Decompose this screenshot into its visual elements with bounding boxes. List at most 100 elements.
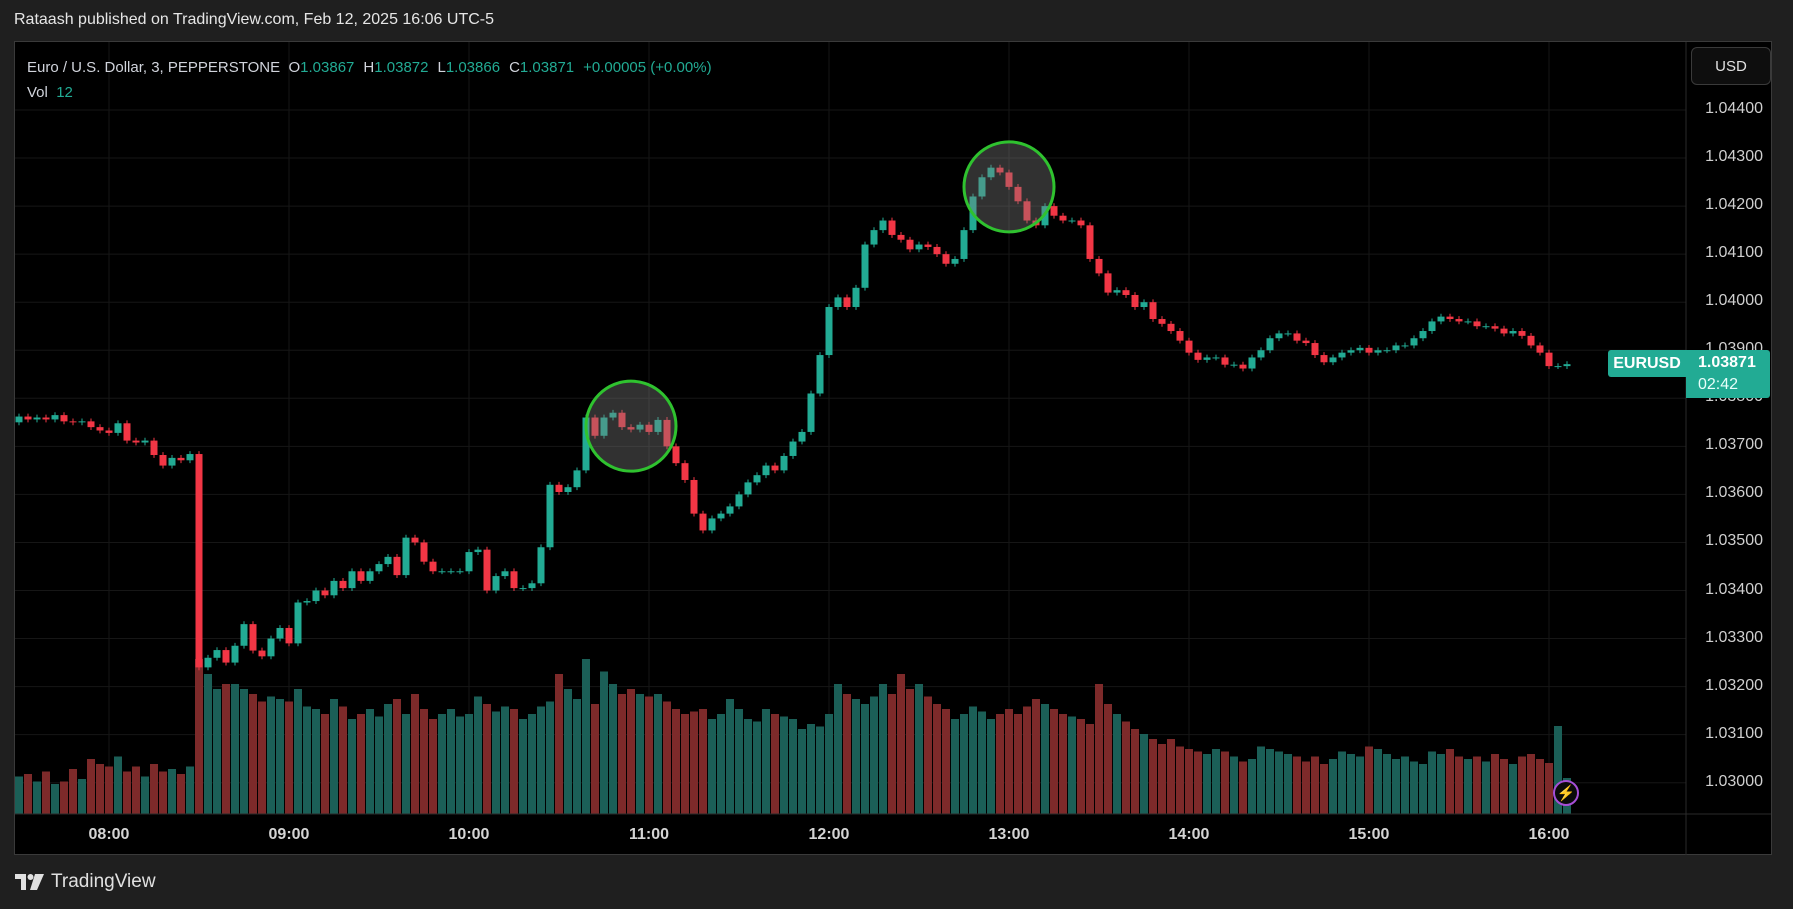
candle <box>438 571 446 573</box>
volume-bar <box>204 674 212 814</box>
volume-bar <box>438 714 446 814</box>
annotation-circle <box>962 140 1056 234</box>
volume-bar <box>177 774 185 814</box>
candle <box>1113 290 1121 293</box>
candle <box>1554 366 1562 368</box>
volume-bar <box>600 671 608 814</box>
volume-bar <box>1293 756 1301 814</box>
price-tick-label: 1.03700 <box>1705 436 1763 454</box>
candle <box>870 230 878 245</box>
candle <box>303 601 311 603</box>
volume-bar <box>348 719 356 814</box>
volume-bar <box>1005 709 1013 814</box>
candle <box>276 627 284 639</box>
candle <box>87 421 95 428</box>
candle <box>726 506 734 514</box>
volume-bar <box>816 726 824 814</box>
volume-bar <box>1518 756 1526 814</box>
candle <box>906 239 914 250</box>
candle <box>249 624 257 651</box>
lightning-icon[interactable]: ⚡ <box>1553 780 1579 806</box>
candle <box>1059 215 1067 221</box>
low-label: L <box>437 59 446 76</box>
volume-bar <box>1095 684 1103 814</box>
volume-bar <box>708 719 716 814</box>
volume-bar <box>1446 749 1454 814</box>
volume-bar <box>1338 751 1346 814</box>
candle <box>393 556 401 576</box>
currency-button[interactable]: USD <box>1691 47 1771 85</box>
candle <box>591 417 599 436</box>
volume-bar <box>1149 739 1157 814</box>
volume-bar <box>1464 759 1472 814</box>
candle <box>708 518 716 531</box>
candle <box>1014 186 1022 202</box>
volume-bar <box>798 729 806 814</box>
volume-bar <box>159 771 167 814</box>
volume-bar <box>1392 759 1400 814</box>
volume-bar <box>609 684 617 814</box>
candle <box>1302 340 1310 344</box>
volume-bar <box>456 716 464 814</box>
annotations[interactable] <box>584 140 1056 473</box>
candle <box>375 564 383 572</box>
candle <box>402 537 410 576</box>
candle <box>1536 345 1544 353</box>
price-tick-label: 1.04000 <box>1705 292 1763 310</box>
candle <box>474 549 482 553</box>
volume-bar <box>555 674 563 814</box>
candle <box>672 446 680 464</box>
symbol-title[interactable]: Euro / U.S. Dollar, 3, PEPPERSTONE <box>27 59 281 76</box>
volume-bar <box>249 694 257 814</box>
volume-bar <box>654 694 662 814</box>
volume-bar <box>1113 714 1121 814</box>
price-tick-label: 1.04100 <box>1705 244 1763 262</box>
candle <box>1212 357 1220 359</box>
candle <box>1464 321 1472 323</box>
candle <box>42 417 50 420</box>
candle <box>1230 364 1238 366</box>
volume-bar <box>69 769 77 814</box>
candle <box>1482 326 1490 328</box>
volume-bar <box>1401 756 1409 814</box>
candle <box>1176 331 1184 341</box>
candle <box>150 440 158 455</box>
candle <box>33 417 41 420</box>
volume-bar <box>357 714 365 814</box>
volume-value: 12 <box>56 84 73 101</box>
candle <box>1140 302 1148 308</box>
candle <box>816 355 824 394</box>
candle <box>753 475 761 483</box>
volume-bar <box>744 719 752 814</box>
volume-bar <box>1500 759 1508 814</box>
volume-bar <box>1509 764 1517 814</box>
volume-bar <box>951 719 959 814</box>
volume-bar <box>141 776 149 814</box>
volume-bar <box>1365 746 1373 814</box>
candle <box>1455 319 1463 322</box>
volume-bar <box>924 696 932 814</box>
volume-bar <box>942 709 950 814</box>
candle <box>1257 350 1265 358</box>
volume-bar <box>1257 746 1265 814</box>
close-label: C <box>509 59 520 76</box>
candle <box>924 244 932 247</box>
volume-bar <box>1230 756 1238 814</box>
symbol-price-tag: EURUSD <box>1608 350 1686 377</box>
candle <box>456 571 464 573</box>
candle <box>537 547 545 584</box>
volume-bar <box>267 696 275 814</box>
candle <box>1419 331 1427 339</box>
volume-bar <box>384 704 392 814</box>
volume-bar <box>510 709 518 814</box>
candle <box>717 513 725 519</box>
volume-bar <box>474 696 482 814</box>
publish-info: Rataash published on TradingView.com, Fe… <box>14 11 494 28</box>
volume-bar <box>897 674 905 814</box>
time-tick-label: 09:00 <box>268 826 310 843</box>
candle <box>312 590 320 602</box>
candle <box>330 580 338 596</box>
footer-logo[interactable]: TradingView <box>15 871 156 893</box>
volume-bar <box>24 774 32 814</box>
